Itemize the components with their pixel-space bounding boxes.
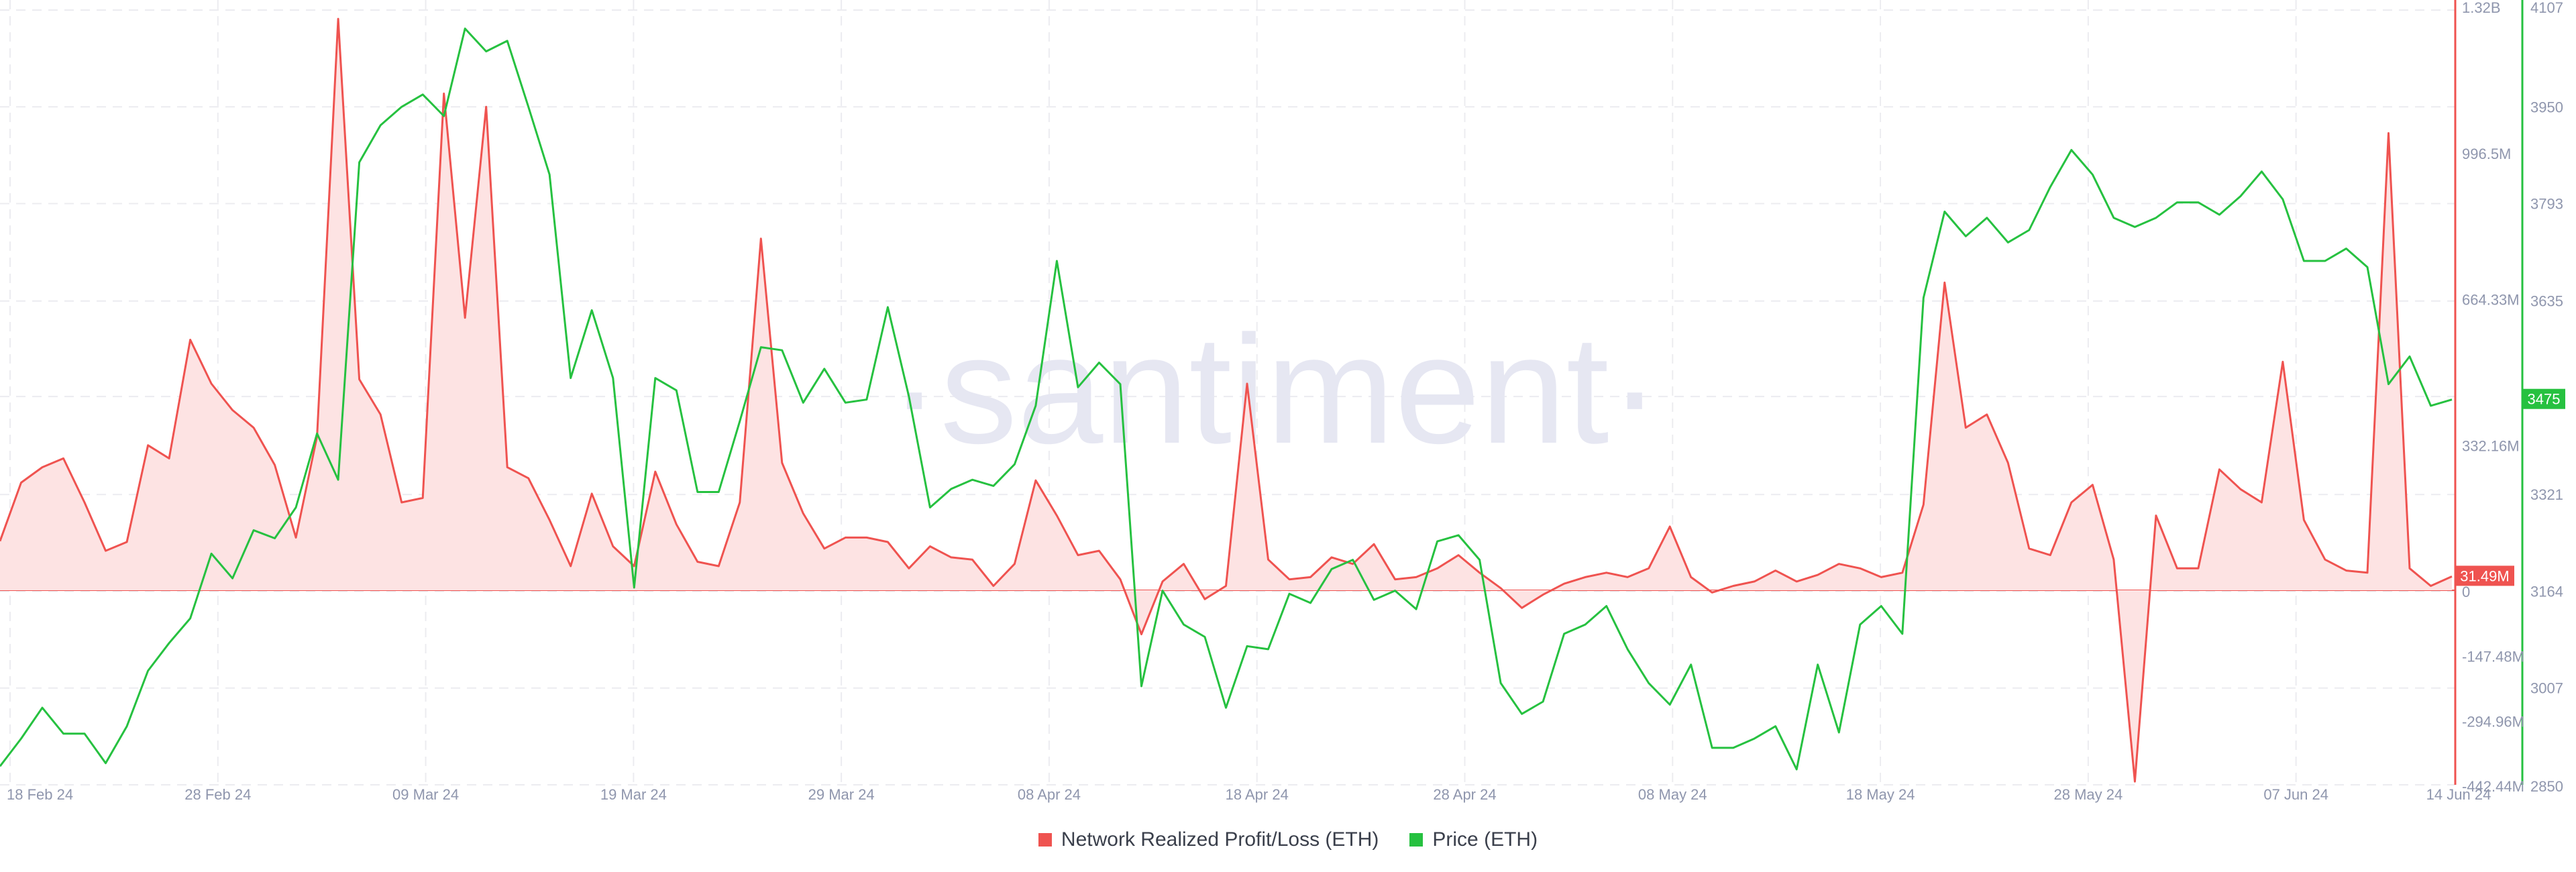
legend-label-profit-loss: Network Realized Profit/Loss (ETH) [1061,828,1379,851]
profit-last-value-badge [2455,565,2514,586]
profit-axis-tick-label: 332.16M [2462,437,2520,454]
chart-svg: ·santiment· -442.44M -294.96M -147.48M 0 332.… [0,0,2565,803]
x-axis-tick-label: 28 Apr 24 [1433,786,1496,803]
legend-swatch-price [1409,833,1424,847]
legend-item-profit-loss[interactable]: Network Realized Profit/Loss (ETH) [1038,828,1379,851]
price-axis-tick-label: 3007 [2530,680,2563,697]
x-axis-tick-label: 08 May 24 [1638,786,1707,803]
price-axis-tick-label: 3164 [2530,583,2563,600]
profit-axis-tick-label: -442.44M [2462,778,2524,795]
legend-item-price[interactable]: Price (ETH) [1409,828,1538,851]
profit-axis-tick-label: -294.96M [2462,713,2524,730]
price-last-value-badge [2522,388,2565,409]
x-axis-tick-label: 18 Apr 24 [1226,786,1289,803]
price-axis-tick-label: 3950 [2530,99,2563,115]
price-axis-tick-label: 4107 [2530,0,2563,16]
x-axis-tick-label: 08 Apr 24 [1018,786,1081,803]
price-axis-tick-label: 3793 [2530,196,2563,213]
x-axis-tick-label: 29 Mar 24 [808,786,875,803]
profit-axis-tick-label: 0 [2462,584,2470,600]
legend-label-price: Price (ETH) [1432,828,1538,851]
price-axis-tick-label: 2850 [2530,778,2563,795]
profit-axis-tick-label: 996.5M [2462,146,2511,162]
x-axis-tick-label: 14 Jun 24 [2426,786,2491,803]
price-axis-tick-label: 3635 [2530,293,2563,310]
legend: Network Realized Profit/Loss (ETH) Price… [0,826,2576,853]
x-axis-tick-label: 09 Mar 24 [392,786,459,803]
watermark-text: ·santiment· [889,303,1660,476]
profit-axis-tick-label: 1.32B [2462,0,2501,16]
x-axis-tick-label: 18 Feb 24 [7,786,73,803]
profit-axis-tick-label: 664.33M [2462,292,2520,309]
x-axis-tick-label: 18 May 24 [1846,786,1915,803]
x-axis-tick-label: 07 Jun 24 [2263,786,2328,803]
profit-axis-tick-label: -147.48M [2462,649,2524,665]
profit-loss-line [0,17,2453,783]
legend-swatch-profit-loss [1038,833,1052,847]
price-line [0,28,2453,771]
price-last-value-label: 3475 [2528,391,2561,408]
x-axis-tick-label: 28 Feb 24 [184,786,251,803]
x-axis-tick-label: 19 Mar 24 [600,786,667,803]
price-axis-tick-label: 3321 [2530,486,2563,503]
profit-last-value-label: 31.49M [2460,567,2509,584]
x-axis-tick-label: 28 May 24 [2054,786,2123,803]
